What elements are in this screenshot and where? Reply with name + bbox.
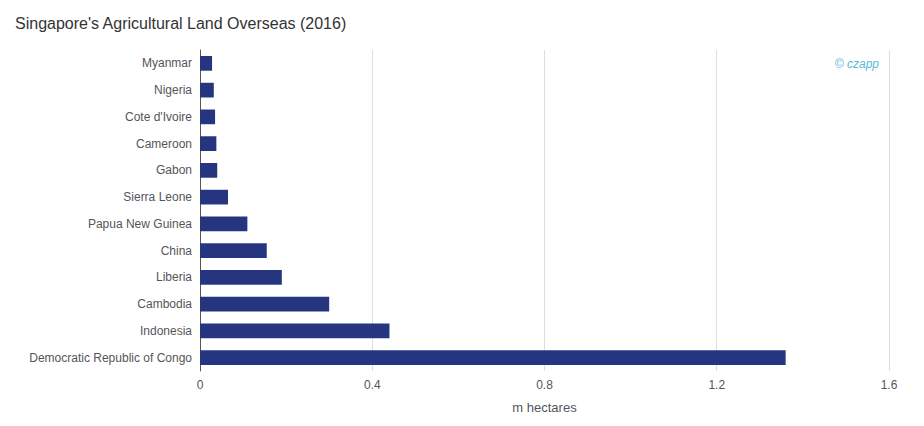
svg-text:Papua New Guinea: Papua New Guinea [88, 217, 192, 231]
svg-text:Democratic Republic of Congo: Democratic Republic of Congo [29, 351, 192, 365]
svg-text:Cote d'Ivoire: Cote d'Ivoire [125, 110, 192, 124]
svg-text:Gabon: Gabon [156, 163, 192, 177]
svg-text:Myanmar: Myanmar [142, 56, 192, 70]
svg-text:Indonesia: Indonesia [140, 324, 192, 338]
svg-text:Sierra Leone: Sierra Leone [123, 190, 192, 204]
svg-text:Cambodia: Cambodia [137, 297, 192, 311]
svg-text:0.8: 0.8 [536, 378, 553, 392]
svg-text:m hectares: m hectares [512, 400, 577, 415]
svg-text:China: China [161, 244, 193, 258]
svg-text:Cameroon: Cameroon [136, 137, 192, 151]
svg-text:0: 0 [197, 378, 204, 392]
svg-text:0.4: 0.4 [364, 378, 381, 392]
svg-text:© czapp: © czapp [835, 57, 880, 71]
svg-text:Singapore's Agricultural Land: Singapore's Agricultural Land Overseas (… [15, 15, 346, 32]
svg-text:1.2: 1.2 [708, 378, 725, 392]
svg-text:1.6: 1.6 [881, 378, 898, 392]
svg-text:Nigeria: Nigeria [154, 83, 192, 97]
svg-text:Liberia: Liberia [156, 270, 192, 284]
